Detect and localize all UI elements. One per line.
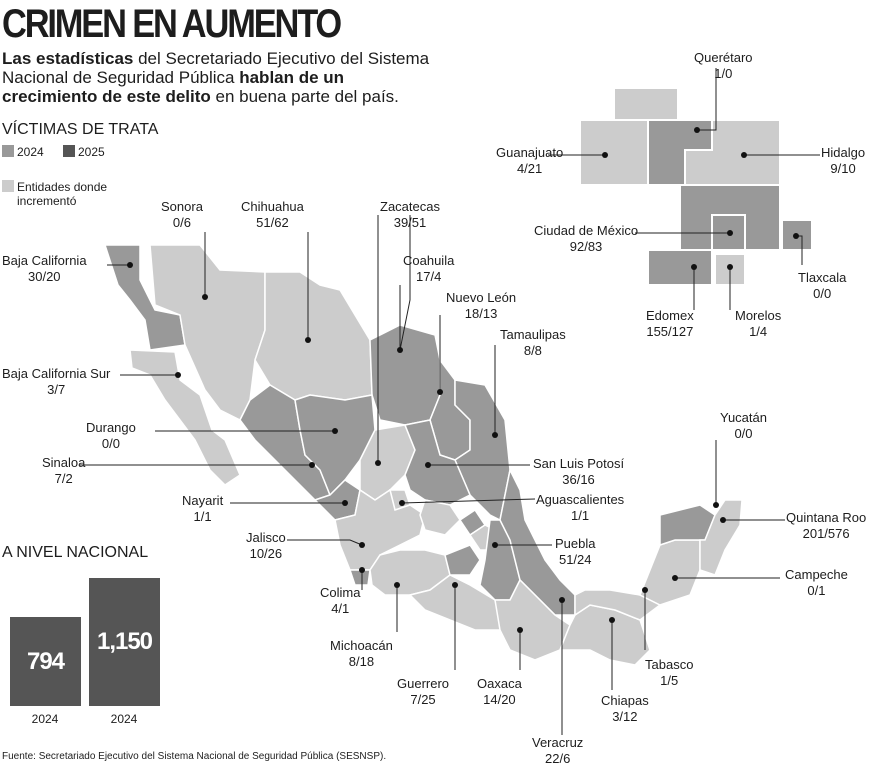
label-puebla: Puebla 51/24 [555,536,596,567]
label-san-luis-potosi: San Luis Potosí 36/16 [533,456,625,487]
label-guerrero: Guerrero 7/25 [397,676,450,707]
label-quintana-roo: Quintana Roo 201/576 [786,510,867,541]
national-heading: A NIVEL NACIONAL [2,544,149,561]
label-nuevo-leon: Nuevo León 18/13 [446,290,517,321]
label-tabasco: Tabasco 1/5 [645,657,694,688]
legend-heading: VÍCTIMAS DE TRATA [2,121,159,138]
marker-dots [127,127,799,633]
label-chiapas: Chiapas 3/12 [601,693,649,724]
legend-label-2025: 2025 [78,145,105,159]
legend-swatch-increase [2,180,14,192]
state-tabasco [574,589,662,621]
label-oaxaca: Oaxaca 14/20 [477,676,522,707]
state-quintana-roo [699,499,743,576]
label-tlaxcala: Tlaxcala 0/0 [798,270,847,301]
bar-year-1: 2024 [31,712,59,726]
headline: CRIMEN EN AUMENTO [2,2,342,46]
state-guanajuato-inset [579,119,649,186]
source-note: Fuente: Secretariado Ejecutivo del Siste… [2,751,387,762]
state-colima [348,569,371,586]
legend-label-2024: 2024 [17,145,44,159]
state-guanajuato-main [419,499,461,536]
label-chihuahua: Chihuahua 51/62 [241,199,304,230]
state-tamaulipas [454,379,511,522]
label-campeche: Campeche 0/1 [785,567,848,598]
label-queretaro: Querétaro 1/0 [694,50,753,81]
legend-swatch-2025 [63,145,75,157]
bar-value-2025: 1,150 [96,628,153,655]
label-colima: Colima 4/1 [320,585,361,616]
state-chihuahua [254,271,373,401]
label-veracruz: Veracruz 22/6 [532,735,584,764]
label-sonora: Sonora 0/6 [161,199,203,230]
label-durango: Durango 0/0 [86,420,136,451]
label-sinaloa: Sinaloa 7/2 [42,455,86,486]
legend-label-increase: Entidades donde incrementó [17,180,108,208]
state-campeche [639,539,701,606]
leader-lines [80,68,820,735]
label-jalisco: Jalisco 10/26 [246,530,286,561]
label-zacatecas: Zacatecas 39/51 [380,199,440,230]
bar-2024 [10,617,81,706]
state-edomex-west [647,249,713,286]
state-durango [294,394,376,497]
state-baja-california-sur [129,349,241,486]
label-aguascalientes: Aguascalientes 1/1 [536,492,625,523]
label-morelos: Morelos 1/4 [735,308,782,339]
label-yucatan: Yucatán 0/0 [720,410,767,441]
label-coahuila: Coahuila 17/4 [403,253,455,284]
bar-value-2024: 794 [26,648,65,675]
label-edomex: Edomex 155/127 [646,308,694,339]
label-nayarit: Nayarit 1/1 [182,493,224,524]
state-coahuila [369,324,441,426]
state-edomex-main [444,544,481,576]
label-cdmx: Ciudad de México 92/83 [534,223,639,254]
label-michoacan: Michoacán 8/18 [330,638,393,669]
central-inset [579,87,813,286]
label-guanajuato: Guanajuato 4/21 [496,145,564,176]
label-hidalgo: Hidalgo 9/10 [821,145,866,176]
legend-swatch-2024 [2,145,14,157]
label-baja-california-sur: Baja California Sur 3/7 [2,366,111,397]
bar-2025 [89,578,160,706]
label-baja-california: Baja California 30/20 [2,253,87,284]
bar-year-2: 2024 [110,712,138,726]
intro-text: Las estadísticas del Secretariado Ejecut… [2,49,430,106]
label-tamaulipas: Tamaulipas 8/8 [500,327,566,358]
